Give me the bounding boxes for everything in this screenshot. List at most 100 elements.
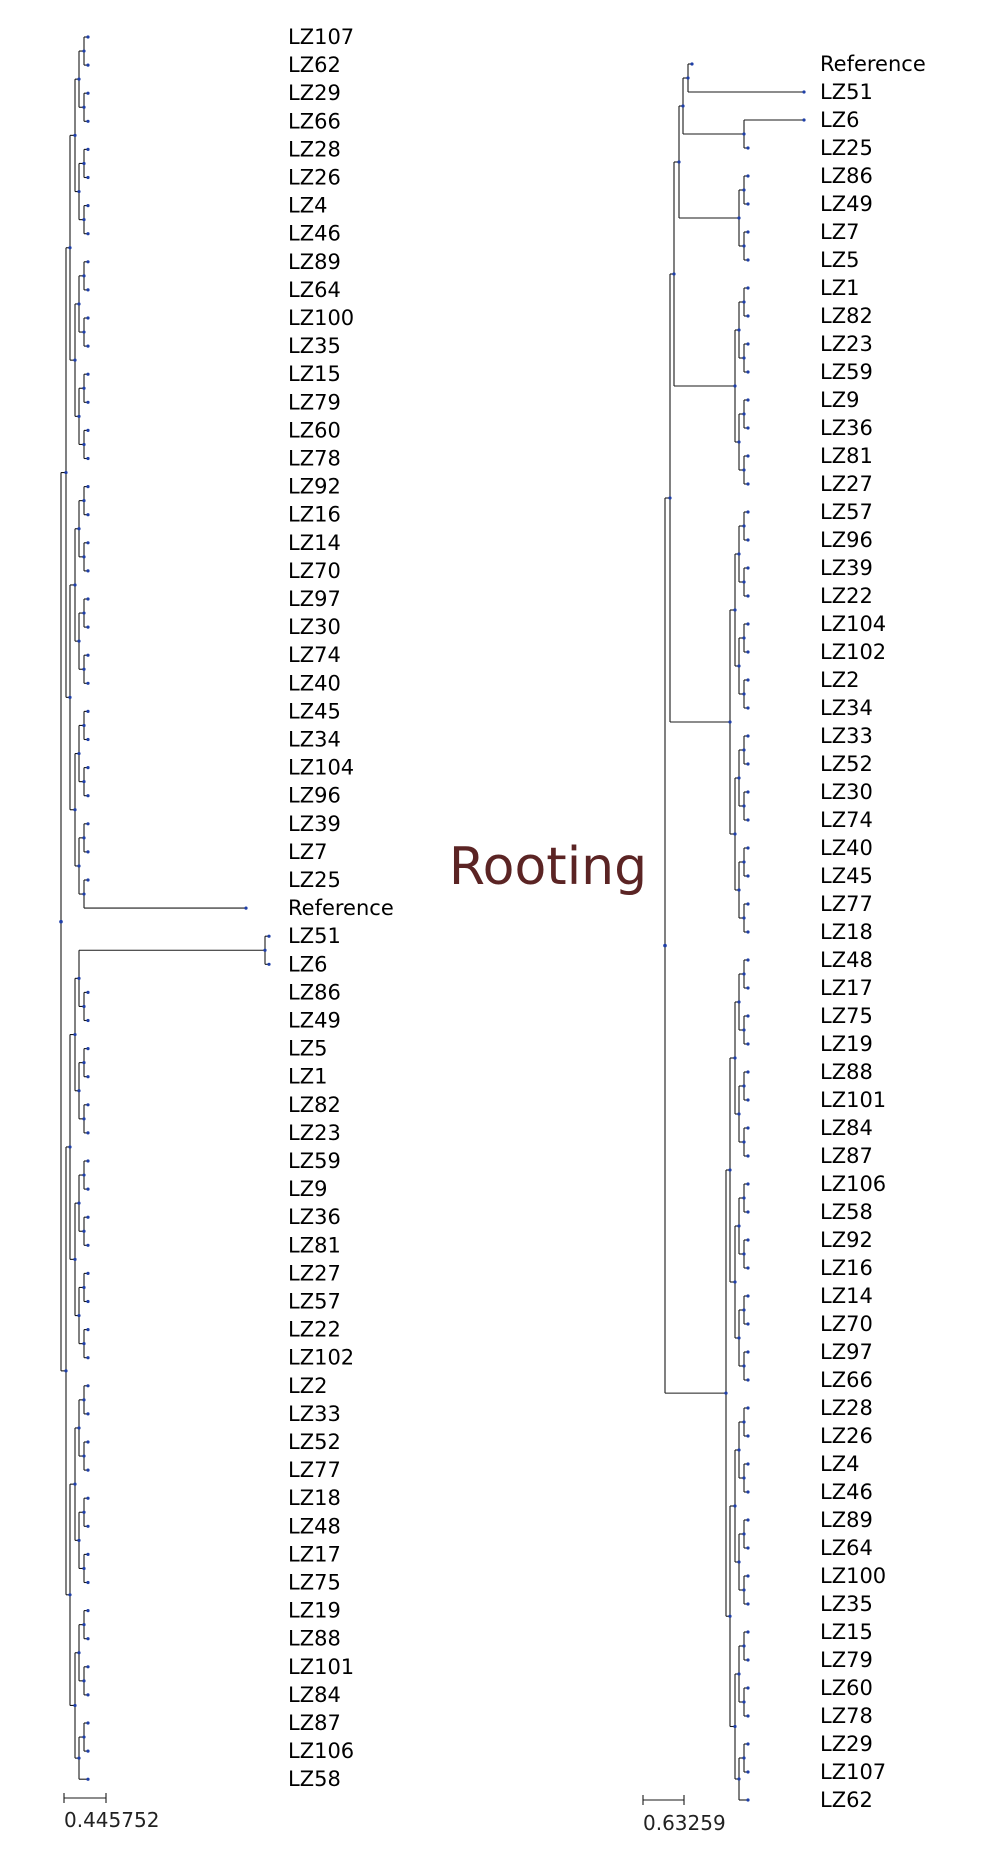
left-tree-leaf-label: LZ82 — [288, 1093, 341, 1117]
right-tree-internal-node — [742, 692, 746, 696]
left-tree-leaf-label: LZ70 — [288, 559, 341, 583]
left-tree-internal-node — [82, 1229, 86, 1233]
left-tree-tip-node — [86, 1580, 90, 1585]
right-tree-tip-node — [746, 1042, 750, 1046]
right-tree-leaf-label: LZ107 — [820, 1760, 886, 1784]
right-tree-internal-node — [742, 860, 746, 864]
left-tree-leaf-label: LZ58 — [288, 1767, 341, 1791]
right-tree-leaf-label: LZ39 — [820, 556, 873, 580]
right-tree-leaf-label: LZ16 — [820, 1256, 873, 1280]
right-tree-internal-node — [737, 328, 741, 332]
right-tree-tip-node — [746, 1098, 750, 1102]
left-tree-internal-node — [77, 1651, 81, 1655]
right-tree-internal-node — [737, 552, 741, 556]
left-tree-leaf-label: LZ28 — [288, 137, 341, 161]
right-tree-internal-node — [728, 720, 732, 724]
right-tree-leaf-label: LZ75 — [820, 1004, 873, 1028]
left-tree-tip-node — [86, 794, 90, 798]
right-tree-internal-node — [742, 468, 746, 472]
right-tree-leaf-label: LZ28 — [820, 1396, 873, 1420]
right-tree-tip-node — [746, 1602, 750, 1606]
right-tree-tip-node — [746, 1322, 750, 1326]
right-tree-leaf-label: LZ45 — [820, 864, 873, 888]
left-tree-internal-node — [77, 77, 81, 81]
right-tree-internal-node — [737, 1000, 741, 1004]
right-tree-tip-node — [746, 790, 750, 794]
right-tree-tip-node — [746, 846, 750, 850]
left-tree-leaf-label: LZ92 — [288, 475, 341, 499]
right-tree-tip-node — [746, 482, 750, 486]
left-tree-internal-node — [82, 1623, 86, 1627]
right-scale-bar: 0.63259 — [642, 1795, 726, 1835]
right-tree-leaf-label: LZ81 — [820, 444, 873, 468]
right-tree-tip-node — [746, 538, 750, 542]
right-tree-internal-node — [737, 1112, 741, 1116]
left-tree-leaf-label: LZ49 — [288, 1009, 341, 1033]
left-tree-internal-node — [82, 1173, 86, 1177]
right-tree-internal-node — [742, 1364, 746, 1368]
right-tree-internal-node — [681, 104, 685, 108]
right-tree-tip-node — [746, 1434, 750, 1438]
left-tree-internal-node — [82, 330, 86, 334]
right-tree-internal-node — [686, 76, 690, 80]
left-tree-leaf-label: LZ106 — [288, 1739, 354, 1763]
right-tree-leaf-label: LZ97 — [820, 1340, 873, 1364]
left-tree-tip-node — [86, 1665, 90, 1669]
right-tree-internal-node — [742, 580, 746, 584]
right-tree-internal-node — [742, 300, 746, 304]
right-tree-internal-node — [737, 1224, 741, 1228]
right-tree-leaf-label: LZ70 — [820, 1312, 873, 1336]
left-tree-internal-node — [82, 1061, 86, 1065]
left-tree-tip-node — [86, 709, 90, 714]
right-tree-internal-node — [742, 1028, 746, 1032]
right-tree-tip-node — [746, 622, 750, 626]
left-tree-internal-node — [82, 386, 86, 390]
left-tree-leaf-label: LZ79 — [288, 390, 341, 414]
left-tree-tip-node — [86, 1721, 90, 1725]
right-tree-internal-node — [742, 1140, 746, 1144]
right-tree-leaf-label: LZ40 — [820, 836, 873, 860]
right-tree-internal-node — [742, 804, 746, 808]
left-tree-leaf-label: LZ36 — [288, 1205, 341, 1229]
left-tree-internal-node — [77, 527, 81, 531]
right-tree-leaf-label: LZ58 — [820, 1200, 873, 1224]
right-tree-leaf-label: LZ34 — [820, 696, 873, 720]
left-tree-leaf-label: LZ7 — [288, 840, 327, 864]
right-tree-tip-node — [746, 1574, 750, 1578]
left-tree-internal-node — [82, 1004, 86, 1009]
left-tree-leaf-label: LZ9 — [288, 1177, 327, 1201]
right-tree-tip-node — [746, 510, 750, 514]
left-tree-leaf-label: LZ46 — [288, 222, 341, 246]
left-tree-internal-node — [77, 302, 81, 306]
left-tree-internal-node — [263, 948, 267, 952]
left-tree-internal-node — [73, 583, 77, 587]
right-tree-leaf-label: LZ6 — [820, 108, 859, 132]
right-tree-tip-node — [746, 230, 750, 234]
right-tree-internal-node — [742, 1532, 746, 1536]
right-tree-leaf-label: LZ87 — [820, 1144, 873, 1168]
left-tree-branches — [59, 35, 271, 1781]
right-tree-internal-node — [742, 916, 746, 920]
left-tree-tip-node — [86, 1103, 90, 1107]
left-tree-leaf-label: LZ23 — [288, 1121, 341, 1145]
left-tree-leaf-label: LZ78 — [288, 447, 341, 471]
left-tree-leaf-label: LZ62 — [288, 53, 341, 77]
left-tree-tip-node — [86, 1609, 90, 1613]
left-tree-internal-node — [82, 1285, 86, 1290]
right-tree-tip-node — [746, 1658, 750, 1662]
right-tree-leaf-label: LZ84 — [820, 1116, 873, 1140]
left-tree-leaf-label: LZ100 — [288, 306, 354, 330]
right-tree-branches — [663, 62, 806, 1802]
left-tree-tip-node — [86, 1243, 90, 1247]
left-tree-tip-node — [86, 147, 90, 151]
left-tree-leaf-label: LZ25 — [288, 868, 341, 892]
right-tree-tip-node — [746, 1238, 750, 1242]
right-tree-internal-node — [742, 1644, 746, 1648]
right-tree-tip-node — [746, 286, 750, 290]
right-tree-internal-node — [742, 636, 746, 640]
right-tree-internal-node — [742, 244, 746, 248]
left-tree-leaf-label: LZ86 — [288, 980, 341, 1004]
right-tree-leaf-label: LZ78 — [820, 1704, 873, 1728]
right-tree-tip-node — [802, 118, 806, 122]
